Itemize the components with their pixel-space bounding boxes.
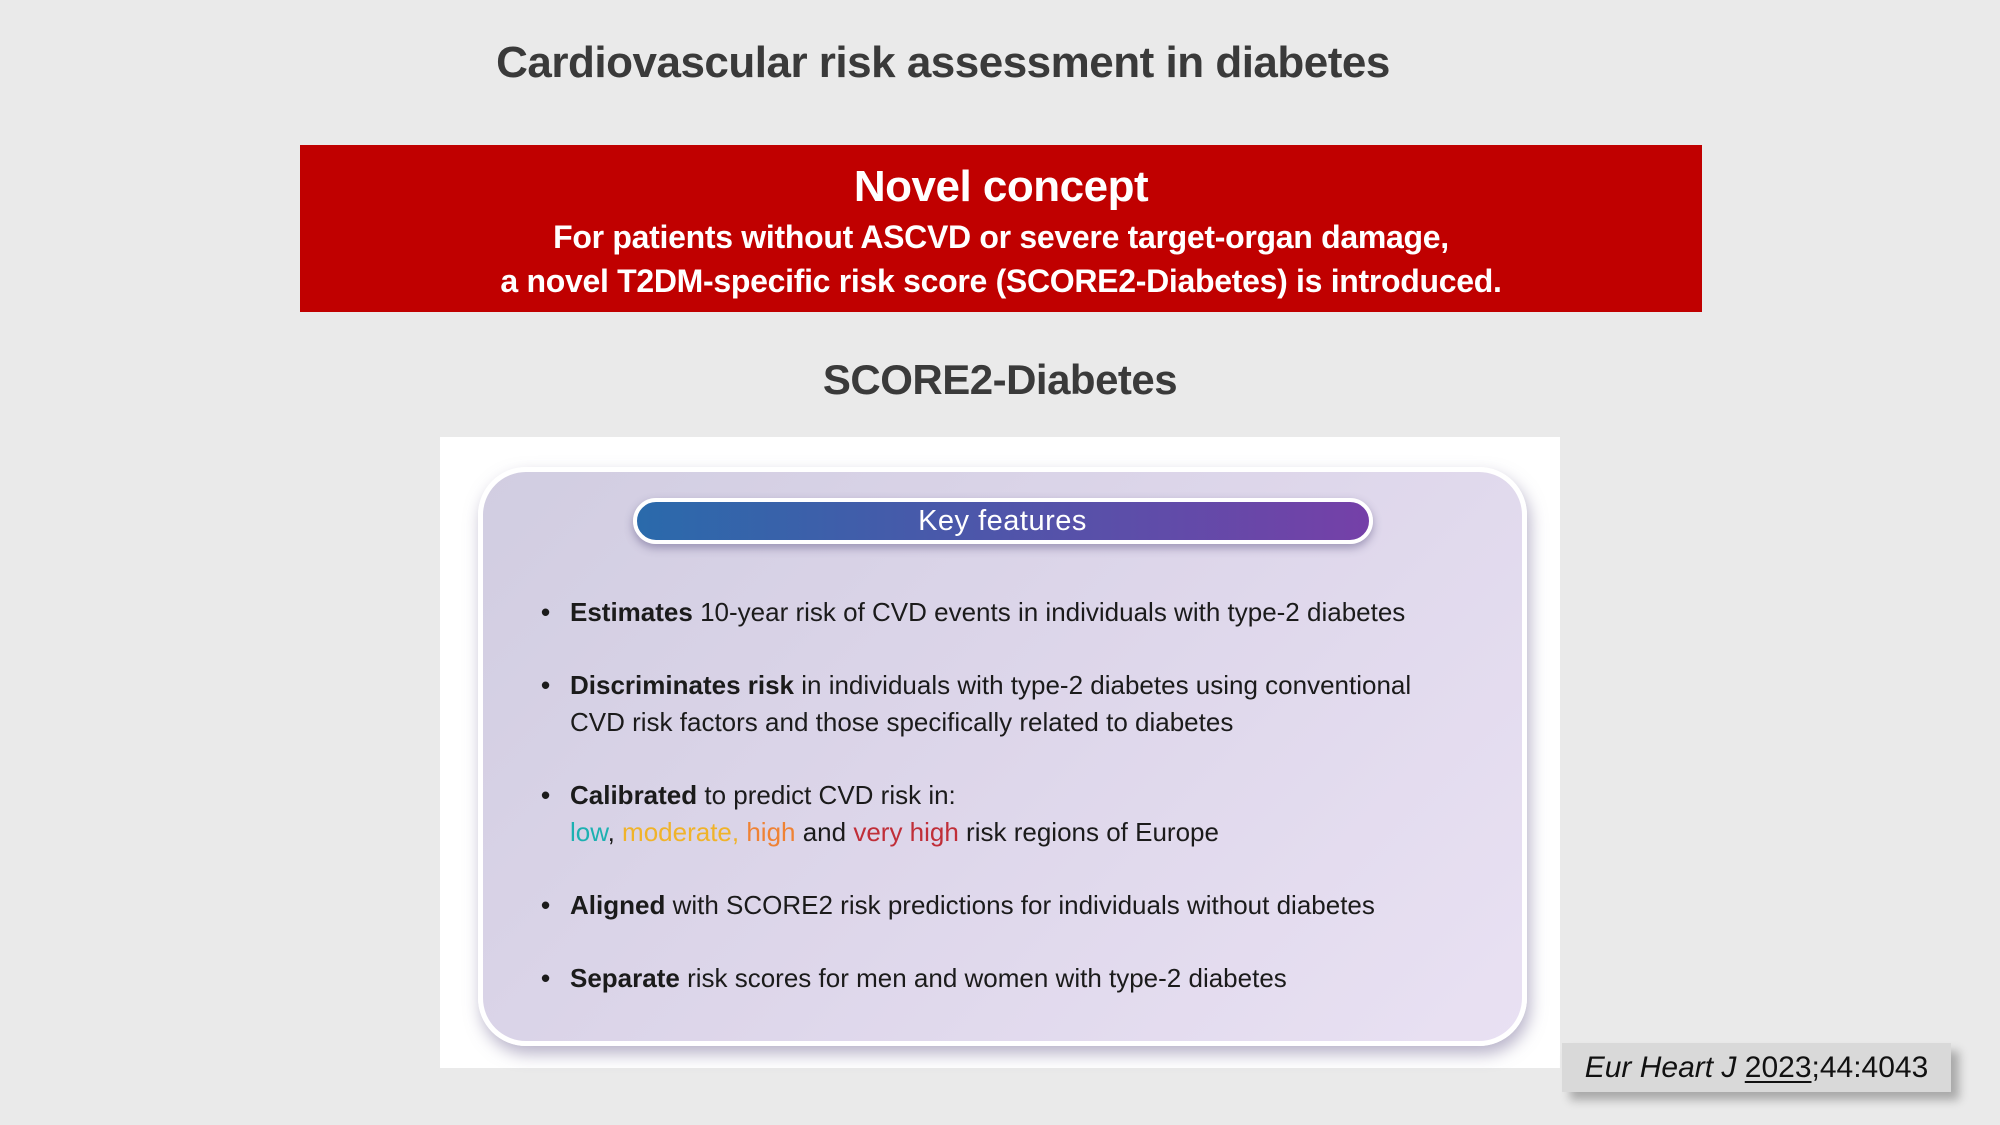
text-segment: 10-year risk of CVD events in individual… — [692, 597, 1406, 627]
section-title: SCORE2-Diabetes — [822, 356, 1178, 403]
text-segment: high — [746, 817, 796, 847]
text-segment: , — [607, 817, 623, 847]
citation-year: 2023 — [1744, 1050, 1812, 1084]
text-segment: Aligned — [570, 890, 666, 920]
text-segment: low — [570, 817, 608, 847]
text-segment: moderate, — [622, 817, 740, 847]
text-segment: in individuals with type-2 diabetes usin… — [794, 670, 1412, 700]
citation-ref: ;44:4043 — [1811, 1050, 1929, 1084]
key-feature-item: Discriminates risk in individuals with t… — [541, 667, 1541, 741]
key-features-card: Key features Estimates 10-year risk of C… — [478, 467, 1527, 1046]
text-segment: CVD risk factors and those specifically … — [570, 707, 1234, 737]
novel-concept-banner: Novel concept For patients without ASCVD… — [300, 145, 1702, 312]
key-feature-item: Aligned with SCORE2 risk predictions for… — [541, 887, 1541, 924]
text-segment: Discriminates risk — [570, 670, 795, 700]
text-segment: Separate — [570, 963, 680, 993]
page-title: Cardiovascular risk assessment in diabet… — [496, 38, 1390, 87]
text-segment: and — [795, 817, 854, 847]
citation: Eur Heart J 2023 ;44:4043 — [1562, 1043, 1951, 1092]
key-features-pill: Key features — [632, 498, 1373, 544]
text-segment: to predict CVD risk in: — [697, 780, 956, 810]
banner-line-2: a novel T2DM-specific risk score (SCORE2… — [500, 263, 1502, 299]
text-segment: risk scores for men and women with type-… — [679, 963, 1287, 993]
banner-heading: Novel concept — [853, 162, 1149, 211]
text-segment: very high — [853, 817, 959, 847]
key-feature-item: Calibrated to predict CVD risk in: low, m… — [541, 777, 1541, 851]
key-features-list: Estimates 10-year risk of CVD events in … — [541, 594, 1541, 1033]
text-segment: with SCORE2 risk predictions for individ… — [665, 890, 1375, 920]
banner-line-1: For patients without ASCVD or severe tar… — [553, 219, 1449, 255]
text-segment: risk regions of Europe — [958, 817, 1219, 847]
text-segment: Estimates — [570, 597, 693, 627]
text-segment: Calibrated — [570, 780, 698, 810]
key-feature-item: Separate risk scores for men and women w… — [541, 960, 1541, 997]
citation-journal: Eur Heart J — [1584, 1050, 1745, 1084]
pill-label: Key features — [918, 505, 1087, 537]
content-panel: Key features Estimates 10-year risk of C… — [440, 437, 1560, 1068]
key-feature-item: Estimates 10-year risk of CVD events in … — [541, 594, 1541, 631]
